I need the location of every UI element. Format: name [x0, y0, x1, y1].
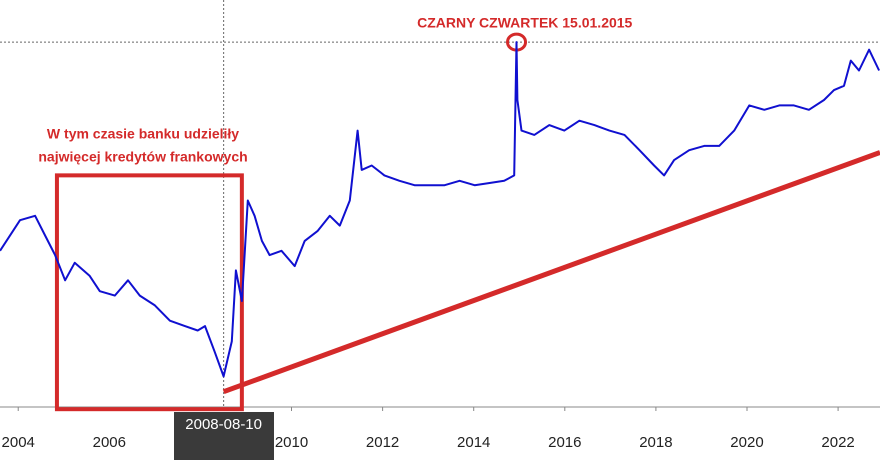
annotation: W tym czasie banku udzieliły — [47, 126, 239, 142]
annotation: najwięcej kredytów frankowych — [38, 149, 247, 165]
x-tick-label: 2018 — [639, 434, 672, 451]
x-tick-label: 2022 — [821, 434, 854, 451]
x-tick-label: 2004 — [2, 434, 35, 451]
crosshair-label: 2008-08-10 — [173, 412, 274, 460]
series-line — [0, 41, 880, 378]
x-tick-label: 2012 — [366, 434, 399, 451]
trend-line — [222, 150, 880, 395]
x-tick-label: 2006 — [93, 434, 126, 451]
annotation: CZARNY CZWARTEK 15.01.2015 — [417, 15, 632, 31]
x-tick-label: 2010 — [275, 434, 308, 451]
x-tick-label: 2016 — [548, 434, 581, 451]
highlight-box — [54, 173, 244, 412]
x-tick-label: 2020 — [730, 434, 763, 451]
x-tick-label: 2014 — [457, 434, 490, 451]
